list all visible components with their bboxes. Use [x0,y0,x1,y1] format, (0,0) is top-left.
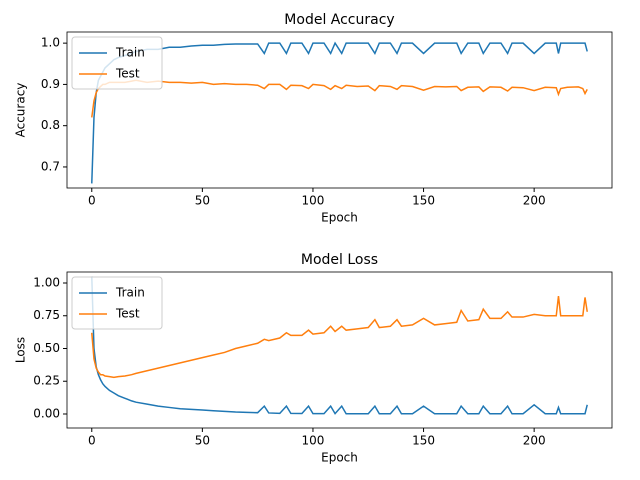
x-tick-label: 200 [523,434,546,448]
x-tick-label: 100 [302,434,325,448]
x-tick-label: 50 [195,194,210,208]
y-tick-label: 0.75 [33,308,60,322]
x-tick-label: 150 [412,194,435,208]
y-tick-label: 0.50 [33,341,60,355]
legend-label: Train [115,46,145,60]
data-line [91,296,588,379]
x-tick-label: 200 [523,194,546,208]
y-axis-label: Loss [14,337,28,363]
legend-label: Train [115,286,145,300]
chart-title: Model Accuracy [284,12,394,28]
legend-label: Test [115,307,140,321]
legend-label: Test [115,67,140,81]
axes-frame [66,31,613,189]
y-tick-label: 1.0 [41,36,60,50]
y-tick-label: 0.8 [41,118,60,132]
x-tick-label: 50 [195,434,210,448]
y-axis-label: Accuracy [14,83,28,138]
x-tick-label: 100 [302,194,325,208]
data-line [91,79,588,118]
data-line [91,41,588,184]
axes-frame [66,271,613,429]
x-tick-label: 0 [88,434,96,448]
x-tick-label: 0 [88,194,96,208]
y-tick-label: 0.7 [41,159,60,173]
data-line [91,276,588,415]
legend-box [71,276,163,330]
y-tick-label: 0.25 [33,374,60,388]
y-tick-label: 1.00 [33,276,60,290]
chart-title: Model Loss [301,252,378,268]
legend-box [71,36,163,90]
x-tick-label: 150 [412,434,435,448]
x-axis-label: Epoch [321,211,358,225]
y-tick-label: 0.9 [41,77,60,91]
x-axis-label: Epoch [321,451,358,465]
y-tick-label: 0.00 [33,406,60,420]
